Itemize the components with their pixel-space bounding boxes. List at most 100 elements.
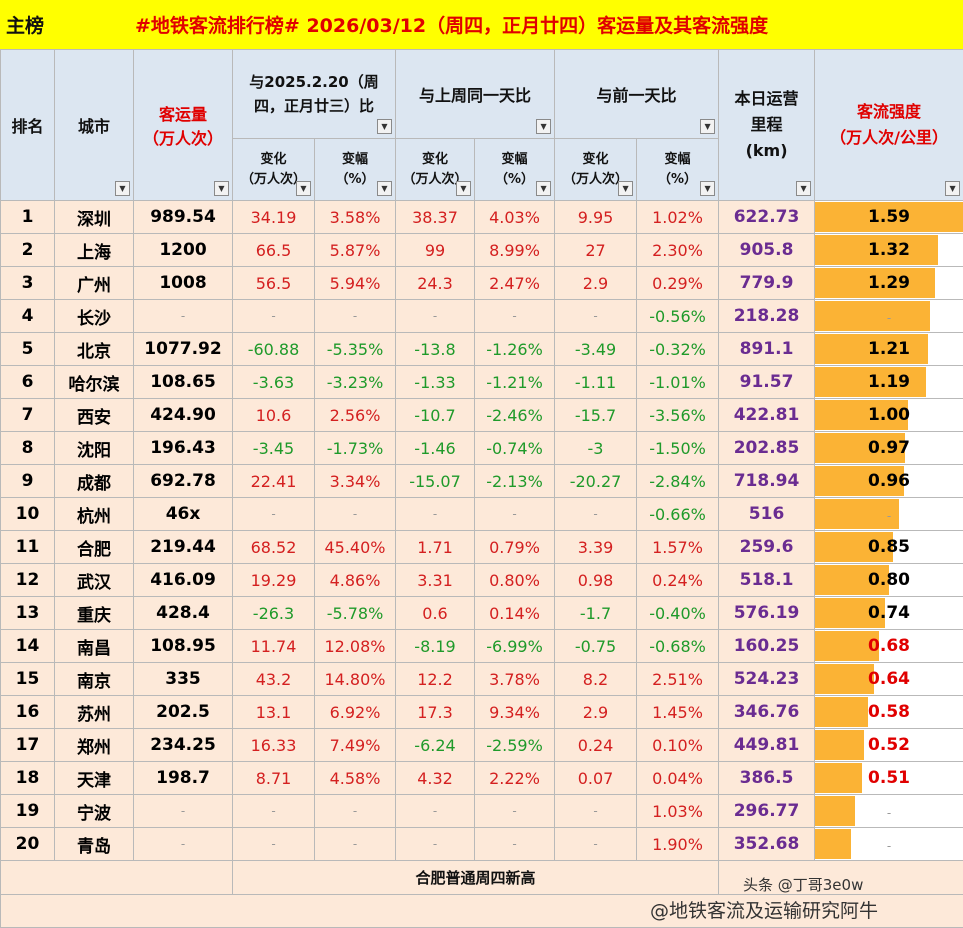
rank-cell: 6 (1, 366, 55, 399)
dod-change-cell: -1.7 (555, 597, 637, 630)
yoy-rate-cell: 7.49% (315, 729, 396, 762)
header-mileage: 本日运营 里程 (km) ▼ (719, 50, 815, 201)
yoy-change-cell: 13.1 (233, 696, 315, 729)
subheader-change: 变化（万人次）▼ (555, 139, 637, 201)
yoy-rate-cell: -5.35% (315, 333, 396, 366)
intensity-value: 0.52 (868, 735, 910, 755)
city-cell: 南京 (55, 663, 134, 696)
city-cell: 上海 (55, 234, 134, 267)
intensity-cell: - (815, 300, 963, 333)
rank-cell: 10 (1, 498, 55, 531)
wow-change-cell: -13.8 (396, 333, 475, 366)
wow-change-cell: 1.71 (396, 531, 475, 564)
note-text: 合肥普通周四新高 (416, 869, 536, 887)
yoy-change-cell: -60.88 (233, 333, 315, 366)
wow-change-cell: - (396, 828, 475, 861)
city-cell: 成都 (55, 465, 134, 498)
wow-change-cell: 99 (396, 234, 475, 267)
intensity-cell: 1.21 (815, 333, 963, 366)
mileage-cell: 622.73 (719, 201, 815, 234)
dod-rate-cell: 2.30% (637, 234, 719, 267)
filter-dropdown-icon[interactable]: ▼ (700, 119, 715, 134)
yoy-rate-cell: -3.23% (315, 366, 396, 399)
volume-cell: 196.43 (134, 432, 233, 465)
volume-cell: 692.78 (134, 465, 233, 498)
city-cell: 苏州 (55, 696, 134, 729)
dod-change-cell: 2.9 (555, 696, 637, 729)
intensity-value: - (887, 509, 891, 523)
yoy-rate-cell: 4.86% (315, 564, 396, 597)
city-cell: 广州 (55, 267, 134, 300)
wow-rate-cell: 8.99% (475, 234, 555, 267)
header-vs-last-week: 与上周同一天比 ▼ (396, 50, 555, 139)
intensity-bar (815, 829, 851, 859)
volume-cell: - (134, 828, 233, 861)
filter-dropdown-icon[interactable]: ▼ (536, 119, 551, 134)
yoy-change-cell: 68.52 (233, 531, 315, 564)
filter-dropdown-icon[interactable]: ▼ (796, 181, 811, 196)
rank-cell: 3 (1, 267, 55, 300)
intensity-value: 0.85 (868, 537, 910, 557)
filter-dropdown-icon[interactable]: ▼ (618, 181, 633, 196)
yoy-change-cell: - (233, 828, 315, 861)
intensity-value: 0.64 (868, 669, 910, 689)
filter-dropdown-icon[interactable]: ▼ (456, 181, 471, 196)
dod-change-cell: - (555, 498, 637, 531)
yoy-change-cell: 43.2 (233, 663, 315, 696)
mileage-cell: 449.81 (719, 729, 815, 762)
dod-rate-cell: 0.04% (637, 762, 719, 795)
filter-dropdown-icon[interactable]: ▼ (536, 181, 551, 196)
mileage-cell: 891.1 (719, 333, 815, 366)
watermark-weibo: @地铁客流及运输研究阿牛 (650, 896, 878, 923)
dod-change-cell: 9.95 (555, 201, 637, 234)
wow-rate-cell: 2.22% (475, 762, 555, 795)
dod-change-cell: 0.24 (555, 729, 637, 762)
main-list-tag: 主榜 (6, 11, 44, 38)
intensity-value: 1.00 (868, 405, 910, 425)
yoy-change-cell: 56.5 (233, 267, 315, 300)
intensity-cell: 0.64 (815, 663, 963, 696)
intensity-value: 1.59 (868, 207, 910, 227)
filter-dropdown-icon[interactable]: ▼ (115, 181, 130, 196)
dod-rate-cell: -0.40% (637, 597, 719, 630)
mileage-cell: 518.1 (719, 564, 815, 597)
note-cell: 合肥普通周四新高 (233, 861, 719, 895)
yoy-rate-cell: - (315, 828, 396, 861)
wow-rate-cell: -2.13% (475, 465, 555, 498)
yoy-change-cell: 16.33 (233, 729, 315, 762)
filter-dropdown-icon[interactable]: ▼ (296, 181, 311, 196)
yoy-rate-cell: 14.80% (315, 663, 396, 696)
dod-rate-cell: 1.90% (637, 828, 719, 861)
filter-dropdown-icon[interactable]: ▼ (377, 181, 392, 196)
mileage-cell: 202.85 (719, 432, 815, 465)
intensity-cell: - (815, 498, 963, 531)
filter-dropdown-icon[interactable]: ▼ (377, 119, 392, 134)
filter-dropdown-icon[interactable]: ▼ (214, 181, 229, 196)
intensity-bar (815, 730, 864, 760)
intensity-bar (815, 796, 855, 826)
filter-dropdown-icon[interactable]: ▼ (945, 181, 960, 196)
intensity-cell: 0.58 (815, 696, 963, 729)
mileage-cell: 91.57 (719, 366, 815, 399)
mileage-cell: 516 (719, 498, 815, 531)
intensity-bar (815, 301, 930, 331)
rank-cell: 19 (1, 795, 55, 828)
wow-change-cell: 38.37 (396, 201, 475, 234)
mileage-cell: 386.5 (719, 762, 815, 795)
wow-change-cell: 4.32 (396, 762, 475, 795)
wow-rate-cell: -2.59% (475, 729, 555, 762)
city-cell: 合肥 (55, 531, 134, 564)
ridership-table: 排名 城市 ▼ 客运量 （万人次） ▼ 与2025.2.20（周 四，正月廿三）… (0, 49, 963, 928)
yoy-change-cell: 66.5 (233, 234, 315, 267)
volume-cell: 219.44 (134, 531, 233, 564)
dod-change-cell: -20.27 (555, 465, 637, 498)
intensity-value: - (887, 806, 891, 820)
rank-cell: 16 (1, 696, 55, 729)
wow-rate-cell: - (475, 300, 555, 333)
yoy-change-cell: - (233, 300, 315, 333)
filter-dropdown-icon[interactable]: ▼ (700, 181, 715, 196)
